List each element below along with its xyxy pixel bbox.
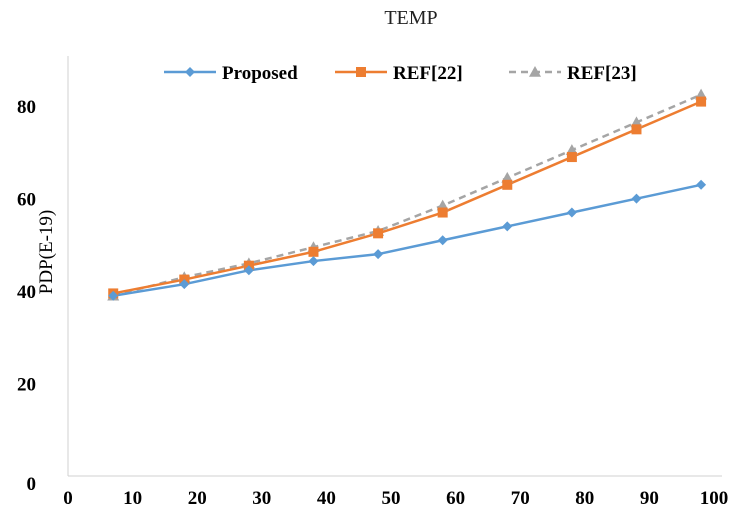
legend: Proposed REF[22] REF[23] <box>164 63 637 84</box>
x-tick-label: 40 <box>317 488 336 509</box>
y-tick-label: 0 <box>27 474 37 495</box>
x-tick-label: 0 <box>63 488 73 509</box>
square-marker <box>631 124 642 135</box>
square-marker <box>566 152 577 163</box>
diamond-marker <box>566 207 577 218</box>
diamond-marker <box>308 256 319 267</box>
diamond-marker <box>631 193 642 204</box>
diamond-marker <box>108 290 119 301</box>
square-marker <box>437 207 448 218</box>
legend-label: REF[23] <box>567 63 637 84</box>
y-tick-label: 40 <box>17 282 36 303</box>
y-axis-label: PDP(E-19) <box>36 210 57 294</box>
x-tick-label: 80 <box>575 488 594 509</box>
series-line-ref23 <box>112 93 702 297</box>
diamond-marker <box>437 235 448 246</box>
diamond-marker <box>502 221 513 232</box>
x-tick-label: 20 <box>188 488 207 509</box>
legend-label: REF[22] <box>393 63 463 84</box>
square-marker <box>696 96 707 107</box>
x-tick-label: 60 <box>446 488 465 509</box>
diamond-marker <box>243 265 254 276</box>
y-tick-label: 60 <box>17 190 36 211</box>
x-tick-label: 50 <box>382 488 401 509</box>
diamond-marker <box>373 249 384 260</box>
series-lines <box>112 93 702 297</box>
triangle-marker <box>529 66 541 77</box>
diamond-marker <box>185 67 195 77</box>
series-markers <box>107 88 708 301</box>
diamond-marker <box>179 279 190 290</box>
chart-title: TEMP <box>384 7 437 29</box>
legend-label: Proposed <box>222 63 298 84</box>
square-marker <box>502 179 513 190</box>
axes <box>67 56 722 477</box>
x-tick-label: 70 <box>511 488 530 509</box>
x-tick-labels: 0 10 20 30 40 50 60 70 80 90 100 <box>63 488 728 509</box>
series-line-proposed <box>113 183 702 297</box>
x-tick-label: 30 <box>252 488 271 509</box>
y-tick-label: 20 <box>17 375 36 396</box>
square-marker <box>308 246 319 257</box>
series-line-ref22 <box>112 100 702 295</box>
square-marker <box>356 67 366 77</box>
x-tick-label: 100 <box>700 488 729 509</box>
y-tick-label: 80 <box>17 97 36 118</box>
square-marker <box>373 228 384 239</box>
diamond-marker <box>696 179 707 190</box>
x-tick-label: 10 <box>123 488 142 509</box>
x-tick-label: 90 <box>640 488 659 509</box>
y-tick-labels: 0 20 40 60 80 <box>17 97 36 495</box>
